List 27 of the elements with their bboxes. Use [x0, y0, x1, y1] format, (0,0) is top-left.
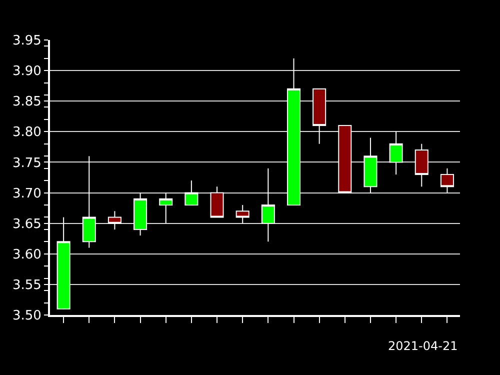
text: 2021-04-21: [388, 339, 458, 353]
y-tick-label: 3.65: [12, 216, 42, 232]
y-tick-label: 3.80: [12, 125, 42, 140]
candlestick: [236, 204, 250, 224]
candlestick: [184, 180, 198, 206]
y-tick-label: 3.75: [12, 156, 42, 171]
candlestick: [389, 131, 403, 175]
candlestick: [159, 192, 173, 224]
candlestick: [210, 186, 224, 218]
y-tick-label: 3.85: [12, 94, 42, 110]
y-tick-label: 3.60: [12, 247, 42, 262]
candlestick: [82, 156, 96, 248]
candlestick: [134, 192, 148, 236]
candlestick: [364, 137, 378, 194]
y-tick-label: 3.90: [12, 64, 42, 80]
y-tick-label: 3.95: [12, 34, 42, 49]
candlestick: [338, 125, 352, 194]
candlestick: [261, 168, 275, 242]
candlestick: [440, 168, 454, 194]
candlestick: [108, 210, 122, 230]
y-tick-label: 3.50: [12, 308, 42, 324]
candlestick: [414, 143, 428, 188]
y-tick-label: 3.70: [12, 186, 42, 202]
y-tick-label: 3.55: [12, 278, 42, 293]
candlestick: [286, 58, 301, 206]
candlestick: [312, 88, 326, 144]
candlestick: [56, 216, 70, 310]
